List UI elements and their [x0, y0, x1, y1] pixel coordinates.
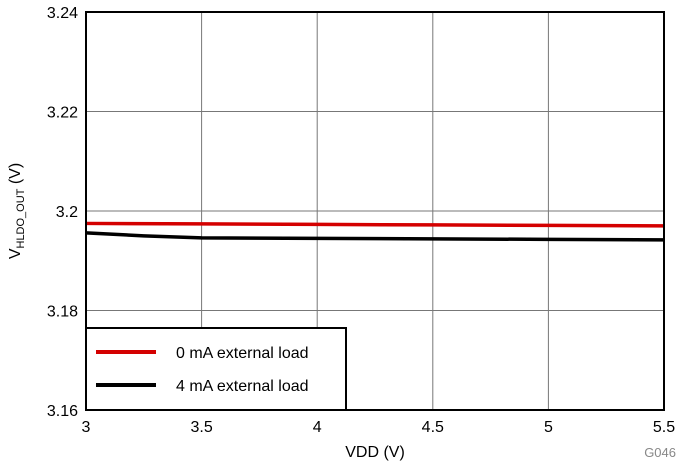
series-lines [85, 221, 665, 242]
x-tick-label: 3.5 [190, 419, 212, 436]
series-line-1 [85, 231, 665, 242]
y-tick-label: 3.16 [47, 403, 78, 420]
figure-id-annotation: G046 [644, 445, 676, 460]
legend: 0 mA external load 4 mA external load [85, 327, 347, 411]
x-tick-label: 4.5 [422, 419, 444, 436]
x-tick-label: 5.5 [653, 419, 675, 436]
x-tick-label: 5 [544, 419, 553, 436]
y-tick-label: 3.2 [56, 204, 78, 221]
y-axis-label-main: V [7, 248, 24, 259]
y-axis-label: VHLDO_OUT (V) [7, 163, 27, 259]
y-tick-label: 3.18 [47, 304, 78, 321]
y-axis-label-subscript: HLDO_OUT [15, 188, 27, 248]
x-tick-label: 3 [82, 419, 91, 436]
legend-label-0: 0 mA external load [176, 345, 309, 362]
legend-label-1: 4 mA external load [176, 378, 309, 395]
x-tick-label: 4 [313, 419, 322, 436]
x-axis-label: VDD (V) [345, 444, 405, 461]
series-line-0 [85, 221, 665, 228]
y-tick-label: 3.22 [47, 105, 78, 122]
y-tick-label: 3.24 [47, 5, 78, 22]
y-axis-label-unit: (V) [7, 163, 24, 189]
plot-frame [85, 11, 665, 411]
legend-box [85, 327, 347, 411]
tick-labels: 3 3.5 4 4.5 5 5.5 3.16 3.18 3.2 3.22 3.24 [47, 5, 675, 436]
